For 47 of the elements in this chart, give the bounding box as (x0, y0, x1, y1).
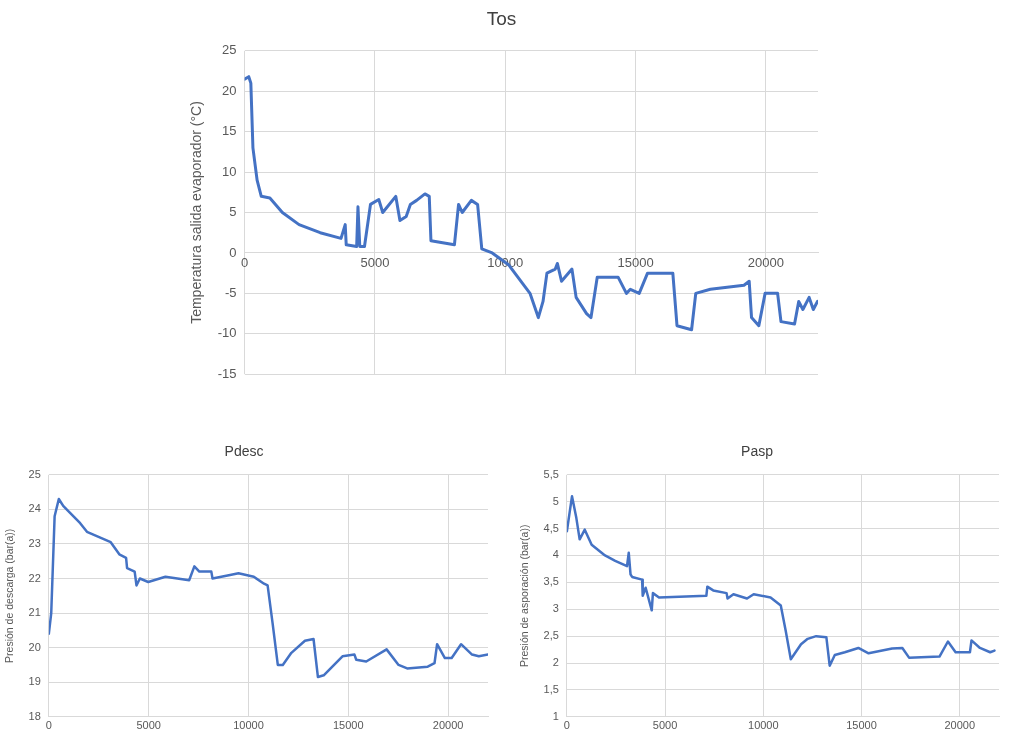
y-tick-label: 5 (229, 204, 237, 220)
chart-title: Pdesc (224, 443, 264, 460)
y-tick-label: -15 (217, 365, 237, 381)
y-tick-label: 5,5 (543, 467, 559, 480)
y-tick-label: 4 (552, 548, 559, 561)
y-tick-label: 21 (28, 606, 41, 619)
x-tick-label: 20000 (944, 719, 976, 732)
x-tick-label: 5000 (652, 719, 678, 732)
y-tick-label: 4,5 (543, 521, 559, 534)
y-tick-label: 2 (552, 656, 559, 669)
y-tick-label: 23 (28, 536, 41, 549)
y-tick-label: 25 (222, 42, 237, 58)
y-tick-label: -5 (225, 284, 237, 300)
y-tick-label: 19 (28, 675, 41, 688)
x-tick-label: 15000 (846, 719, 877, 732)
y-tick-label: 20 (222, 82, 237, 98)
y-tick-label: 1,5 (543, 682, 559, 695)
chart-title: Pasp (741, 443, 774, 460)
x-tick-label: 5000 (136, 719, 161, 732)
y-tick-label: -10 (217, 325, 237, 341)
x-tick-label: 10000 (748, 719, 779, 732)
x-tick-label: 5000 (360, 255, 390, 271)
x-tick-label: 15000 (332, 719, 364, 732)
y-tick-label: 1 (552, 709, 559, 722)
y-tick-label: 3 (552, 602, 559, 615)
y-axis-title: Presión de descarga (bar(a)) (3, 528, 16, 663)
y-tick-label: 15 (222, 123, 237, 139)
x-tick-label: 20000 (432, 719, 464, 732)
chart-title: Tos (486, 7, 517, 29)
x-tick-label: 0 (45, 719, 52, 732)
y-tick-label: 20 (28, 640, 41, 653)
y-tick-label: 25 (28, 467, 41, 480)
y-tick-label: 5 (552, 494, 559, 507)
y-tick-label: 24 (28, 502, 41, 515)
y-tick-label: 0 (229, 244, 237, 260)
y-axis-title: Temperatura salida evaporador (°C) (188, 101, 205, 324)
x-tick-label: 15000 (617, 255, 654, 271)
x-tick-label: 0 (563, 719, 570, 732)
y-tick-label: 18 (28, 709, 41, 722)
x-tick-label: 10000 (233, 719, 264, 732)
y-tick-label: 3,5 (543, 575, 559, 588)
y-axis-title: Presión de asporación (bar(a)) (518, 524, 531, 667)
y-tick-label: 10 (222, 163, 237, 179)
x-tick-label: 0 (240, 255, 249, 271)
y-tick-label: 22 (28, 571, 41, 584)
y-tick-label: 2,5 (543, 629, 559, 642)
x-tick-label: 20000 (747, 255, 784, 271)
